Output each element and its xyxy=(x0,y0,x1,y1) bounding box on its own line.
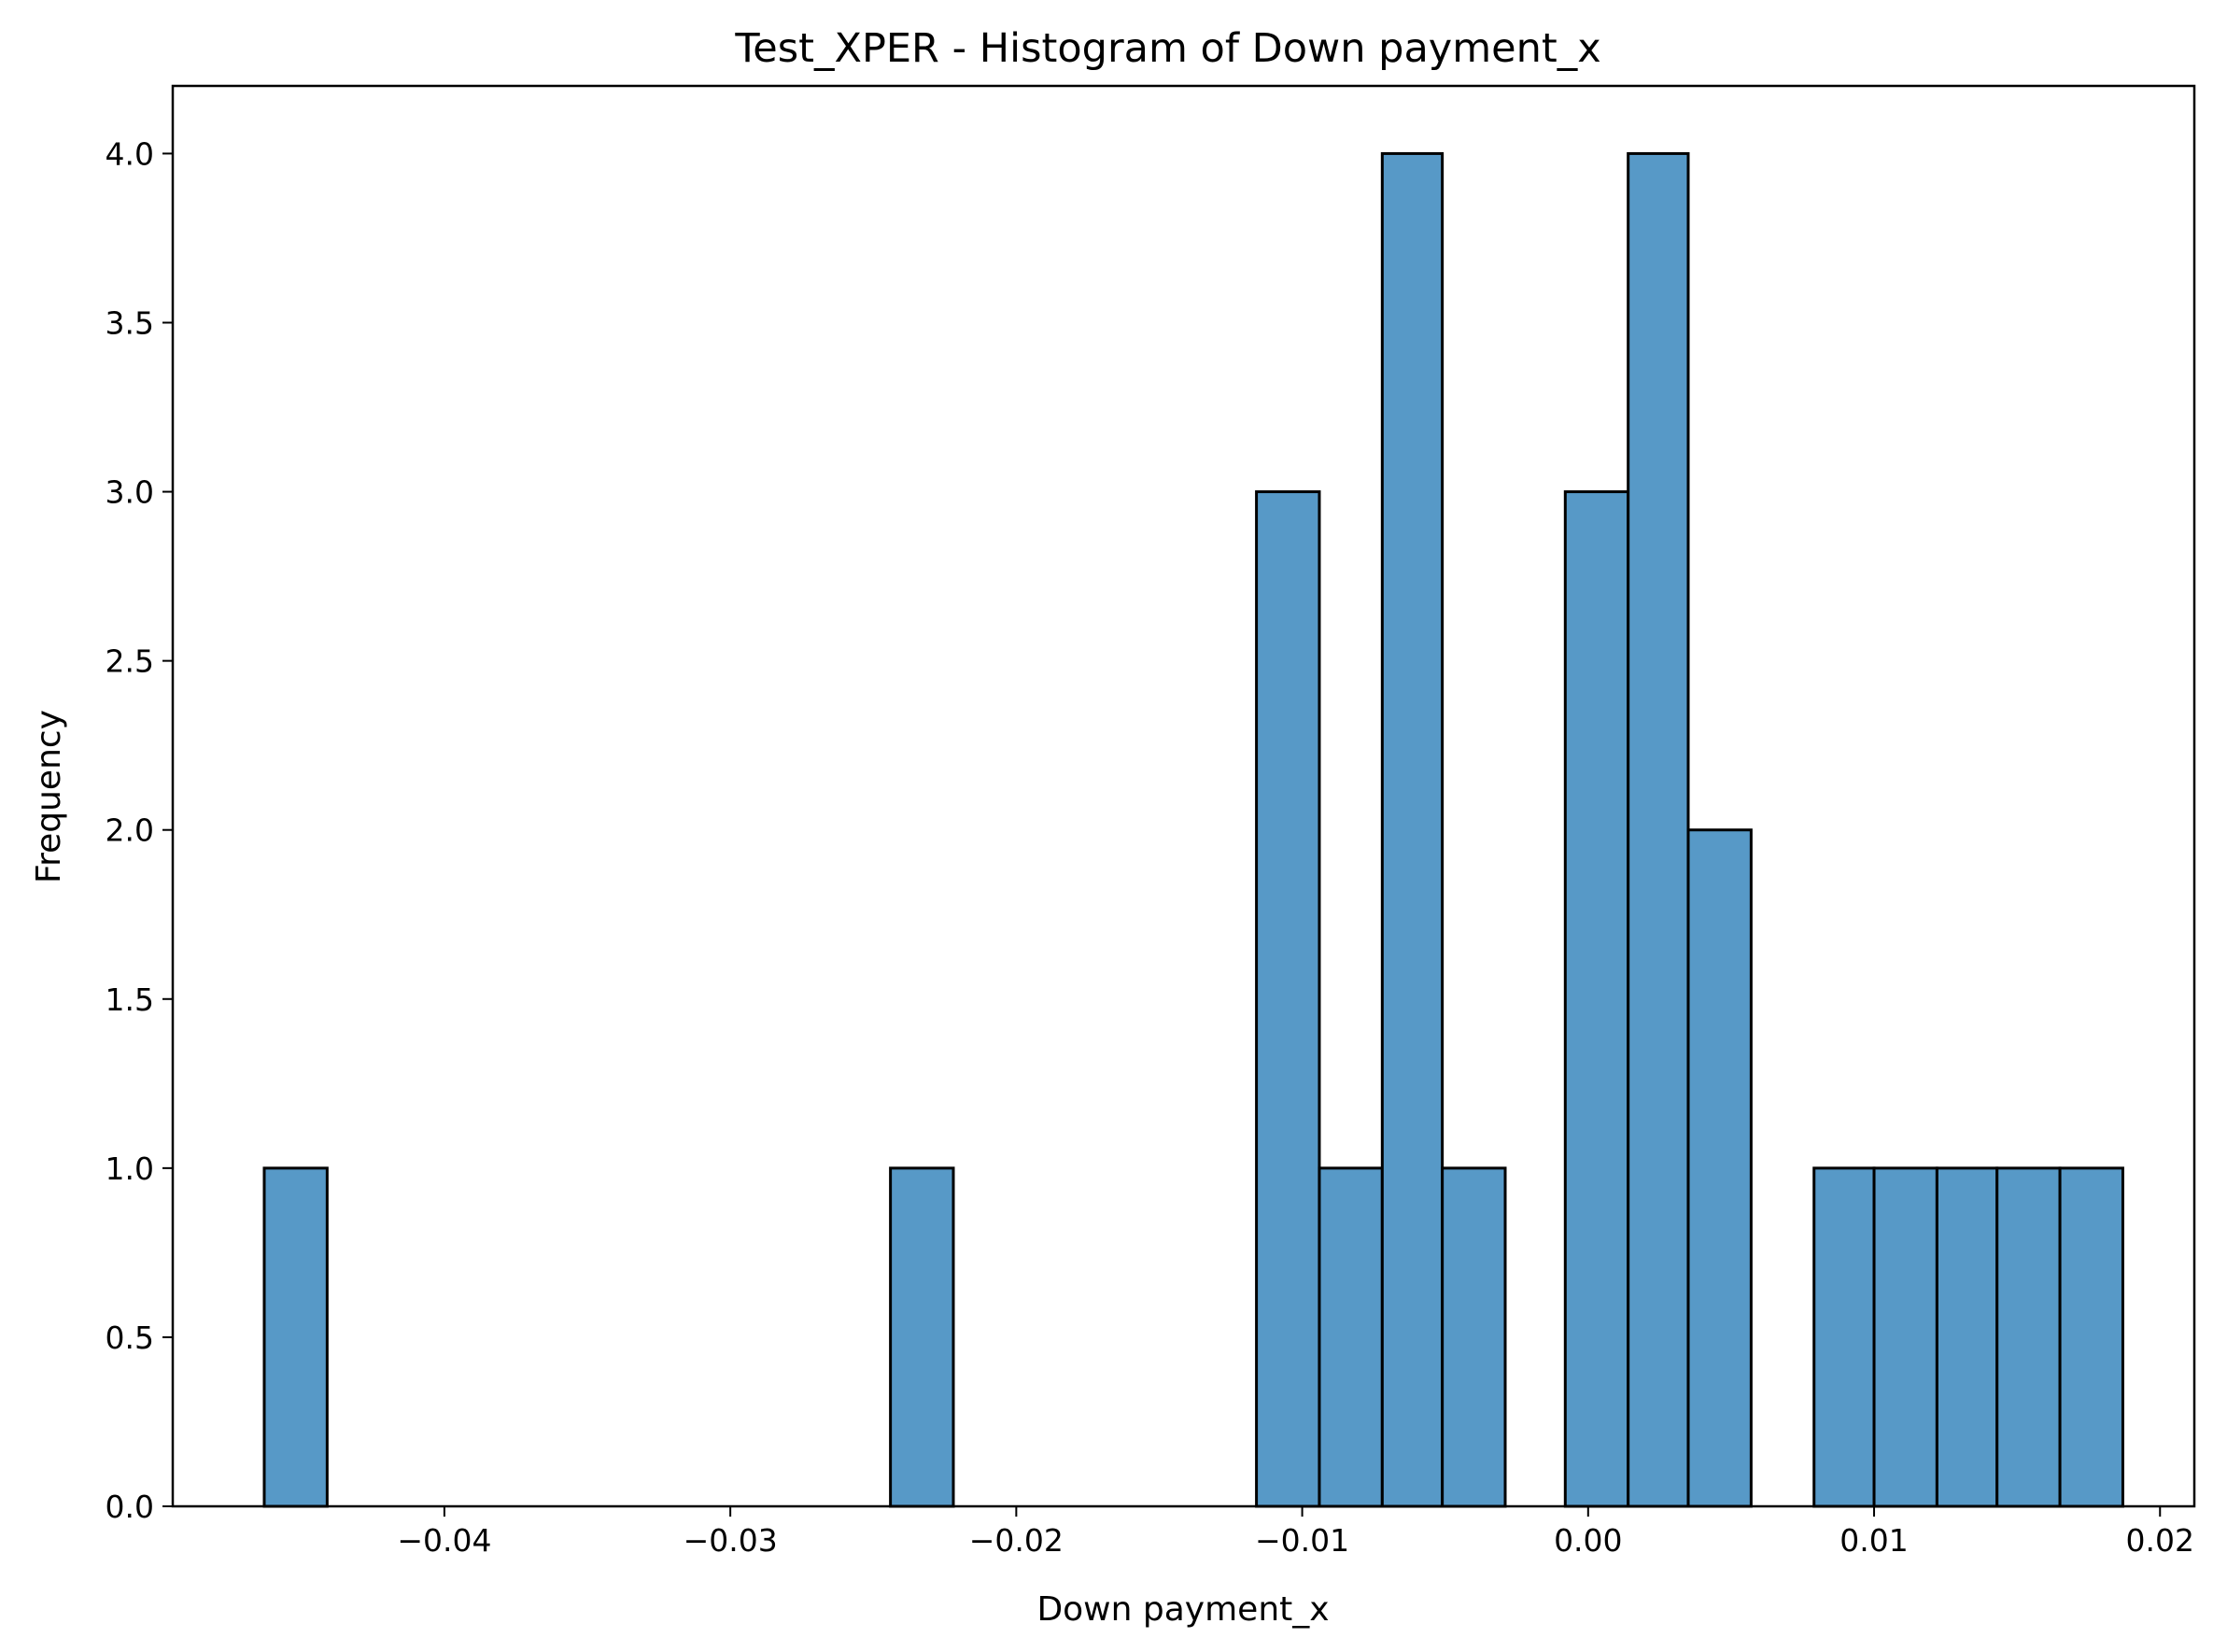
y-tick-label-0: 0.0 xyxy=(106,1489,154,1525)
y-tick-label-2: 1.0 xyxy=(106,1151,154,1187)
x-tick-label-4: 0.00 xyxy=(1554,1522,1622,1559)
chart-title: Test_XPER - Histogram of Down payment_x xyxy=(734,25,1600,72)
histogram-bar-13 xyxy=(2058,1166,2124,1508)
histogram-bar-1 xyxy=(889,1166,955,1508)
x-tick-label-2: −0.02 xyxy=(969,1522,1064,1559)
histogram-bar-12 xyxy=(1995,1166,2062,1508)
y-tick-label-7: 3.5 xyxy=(106,305,154,342)
x-tick-label-5: 0.01 xyxy=(1839,1522,1908,1559)
x-tick-label-0: −0.04 xyxy=(397,1522,491,1559)
x-tick-label-1: −0.03 xyxy=(684,1522,778,1559)
histogram-bar-7 xyxy=(1627,151,1690,1508)
histogram-bar-10 xyxy=(1872,1166,1938,1508)
plot-frame xyxy=(171,84,2196,1508)
histogram-bar-0 xyxy=(262,1166,329,1508)
x-axis-label: Down payment_x xyxy=(1036,1590,1329,1629)
y-tick-label-1: 0.5 xyxy=(106,1320,154,1356)
histogram-bar-6 xyxy=(1563,490,1630,1508)
y-tick-label-3: 1.5 xyxy=(106,981,154,1018)
histogram-bar-5 xyxy=(1441,1166,1507,1508)
histogram-bar-4 xyxy=(1380,151,1445,1508)
x-tick-label-3: −0.01 xyxy=(1255,1522,1349,1559)
x-axis-ticks: −0.04 −0.03 −0.02 −0.01 0.00 0.01 0.02 xyxy=(397,1506,2194,1559)
y-tick-label-4: 2.0 xyxy=(106,812,154,849)
histogram-bar-3 xyxy=(1318,1166,1384,1508)
y-tick-label-8: 4.0 xyxy=(106,135,154,172)
histogram-bar-8 xyxy=(1686,828,1753,1508)
histogram-bar-9 xyxy=(1812,1166,1876,1508)
bars-group xyxy=(262,151,2124,1508)
x-tick-label-6: 0.02 xyxy=(2126,1522,2194,1559)
y-axis-ticks: 0.0 0.5 1.0 1.5 2.0 2.5 3.0 3.5 4.0 xyxy=(106,135,173,1525)
histogram-bar-11 xyxy=(1935,1166,1999,1508)
y-tick-label-5: 2.5 xyxy=(106,643,154,680)
y-axis-label: Frequency xyxy=(30,710,68,883)
histogram-bar-2 xyxy=(1255,490,1321,1508)
y-tick-label-6: 3.0 xyxy=(106,474,154,511)
